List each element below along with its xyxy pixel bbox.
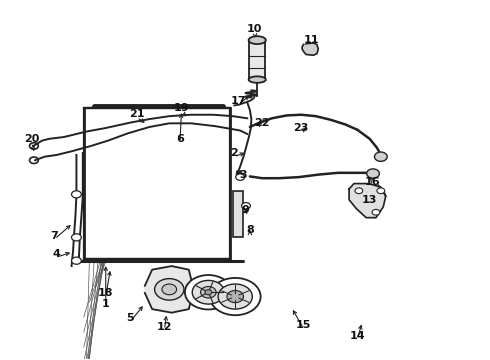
Bar: [84, 108, 230, 259]
Circle shape: [205, 290, 212, 295]
Text: 11: 11: [303, 35, 318, 45]
Text: 1: 1: [102, 299, 110, 309]
Text: 13: 13: [362, 195, 377, 205]
Circle shape: [242, 203, 250, 209]
Circle shape: [355, 188, 363, 194]
Circle shape: [218, 284, 252, 309]
Text: 16: 16: [364, 177, 380, 187]
Circle shape: [377, 188, 385, 194]
Text: 8: 8: [246, 225, 254, 235]
Text: 10: 10: [247, 24, 263, 35]
Circle shape: [192, 280, 224, 304]
Polygon shape: [349, 184, 386, 218]
Ellipse shape: [248, 76, 266, 83]
Text: 12: 12: [157, 322, 172, 332]
Bar: [249, 40, 265, 80]
Circle shape: [236, 174, 245, 180]
Polygon shape: [302, 43, 318, 55]
Text: 20: 20: [24, 134, 39, 144]
Text: 7: 7: [50, 231, 58, 240]
Ellipse shape: [248, 36, 266, 44]
Text: 18: 18: [98, 288, 114, 298]
Circle shape: [155, 279, 184, 300]
Text: 9: 9: [241, 206, 249, 216]
Polygon shape: [145, 266, 194, 313]
Text: 14: 14: [349, 331, 365, 341]
Circle shape: [367, 169, 379, 178]
Circle shape: [162, 284, 176, 295]
Circle shape: [72, 191, 81, 198]
Circle shape: [227, 291, 244, 303]
Text: 19: 19: [173, 103, 189, 113]
Text: 4: 4: [53, 248, 61, 258]
Text: 21: 21: [129, 109, 144, 119]
Text: 17: 17: [231, 96, 246, 106]
Text: 15: 15: [296, 320, 311, 330]
Circle shape: [200, 287, 216, 298]
Circle shape: [72, 234, 81, 241]
Text: 22: 22: [254, 118, 270, 128]
Text: 3: 3: [240, 170, 247, 180]
Text: 5: 5: [126, 313, 134, 323]
Circle shape: [372, 210, 380, 215]
Circle shape: [185, 275, 232, 310]
Text: 6: 6: [176, 134, 184, 144]
Circle shape: [374, 152, 387, 161]
Text: 23: 23: [294, 123, 309, 133]
Text: 2: 2: [230, 148, 238, 158]
Circle shape: [72, 257, 81, 264]
Circle shape: [210, 278, 261, 315]
Bar: [233, 191, 243, 237]
